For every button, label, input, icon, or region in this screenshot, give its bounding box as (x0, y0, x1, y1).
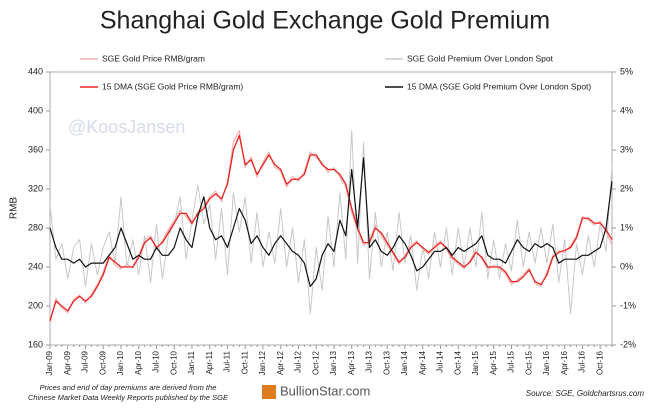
legend-label: SGE Gold Price RMB/gram (102, 53, 205, 63)
y2-tick-label: 3% (620, 144, 633, 154)
x-tick-label: Apr-10 (134, 350, 143, 375)
series-line (49, 130, 613, 315)
y-axis-label: RMB (9, 197, 20, 220)
x-tick-label: Apr-09 (63, 350, 72, 375)
x-tick-label: Jan-10 (116, 350, 125, 375)
note-line: Chinese Market Data Weekly Reports publi… (28, 393, 229, 402)
y-tick-label: 240 (28, 261, 43, 271)
x-tick-label: Apr-12 (276, 350, 285, 375)
x-tick-label: Oct-15 (524, 350, 533, 375)
legend-label: 15 DMA (SGE Gold Price RMB/gram) (102, 81, 243, 91)
y2-tick-label: 2% (620, 183, 633, 193)
chart-title: Shanghai Gold Exchange Gold Premium (100, 7, 550, 35)
y2-tick-label: -2% (620, 339, 636, 349)
source: Source: SGE, Goldchartsrus.com (526, 389, 645, 398)
y2-tick-label: 0% (620, 261, 633, 271)
y-tick-label: 200 (28, 300, 43, 310)
x-tick-label: Oct-12 (311, 350, 320, 375)
x-tick-label: Jan-13 (329, 350, 338, 375)
series-line (49, 134, 613, 321)
y2-tick-label: -1% (620, 300, 636, 310)
x-tick-label: Jul-13 (365, 350, 374, 372)
logo-icon (262, 385, 276, 399)
x-tick-label: Jan-11 (187, 350, 196, 374)
x-tick-label: Jan-15 (471, 350, 480, 375)
x-tick-label: Apr-11 (205, 350, 214, 374)
x-tick-label: Oct-11 (240, 350, 249, 374)
legend-label: SGE Gold Premium Over London Spot (407, 53, 554, 63)
x-tick-label: Jan-12 (258, 350, 267, 375)
x-tick-label: Apr-15 (489, 350, 498, 375)
y-tick-label: 360 (28, 144, 43, 154)
x-tick-label: Apr-14 (418, 350, 427, 375)
y2-tick-label: 5% (620, 66, 633, 76)
x-tick-label: Oct-14 (453, 350, 462, 375)
x-tick-label: Jan-16 (542, 350, 551, 375)
x-tick-label: Oct-16 (595, 350, 604, 375)
x-tick-label: Oct-13 (382, 350, 391, 375)
y-tick-label: 400 (28, 105, 43, 115)
x-tick-label: Jul-09 (81, 350, 90, 372)
plot-frame (49, 71, 613, 346)
y2-tick-label: 1% (620, 222, 633, 232)
logo: BullionStar.com (280, 383, 370, 398)
watermark: @KoosJansen (68, 117, 185, 137)
y2-tick-label: 4% (620, 105, 633, 115)
x-tick-label: Apr-16 (560, 350, 569, 375)
x-tick-label: Jul-14 (436, 350, 445, 372)
y-tick-label: 160 (28, 339, 43, 349)
x-tick-label: Jul-10 (152, 350, 161, 372)
x-tick-label: Jul-12 (294, 350, 303, 372)
x-tick-label: Apr-13 (347, 350, 356, 375)
x-tick-label: Jul-11 (223, 350, 232, 372)
x-tick-label: Jan-14 (400, 350, 409, 375)
x-tick-label: Jan-09 (45, 350, 54, 375)
legend-label: 15 DMA (SGE Gold Premium Over London Spo… (407, 81, 591, 91)
note-line: Prices and end of day premiums are deriv… (40, 383, 217, 392)
series-line (49, 157, 613, 288)
x-tick-label: Oct-10 (169, 350, 178, 375)
series-line (49, 129, 613, 324)
y-tick-label: 280 (28, 222, 43, 232)
x-tick-label: Jul-16 (578, 350, 587, 372)
x-tick-label: Oct-09 (98, 350, 107, 375)
y-tick-label: 320 (28, 183, 43, 193)
y-tick-label: 440 (28, 66, 43, 76)
x-tick-label: Jul-15 (507, 350, 516, 372)
